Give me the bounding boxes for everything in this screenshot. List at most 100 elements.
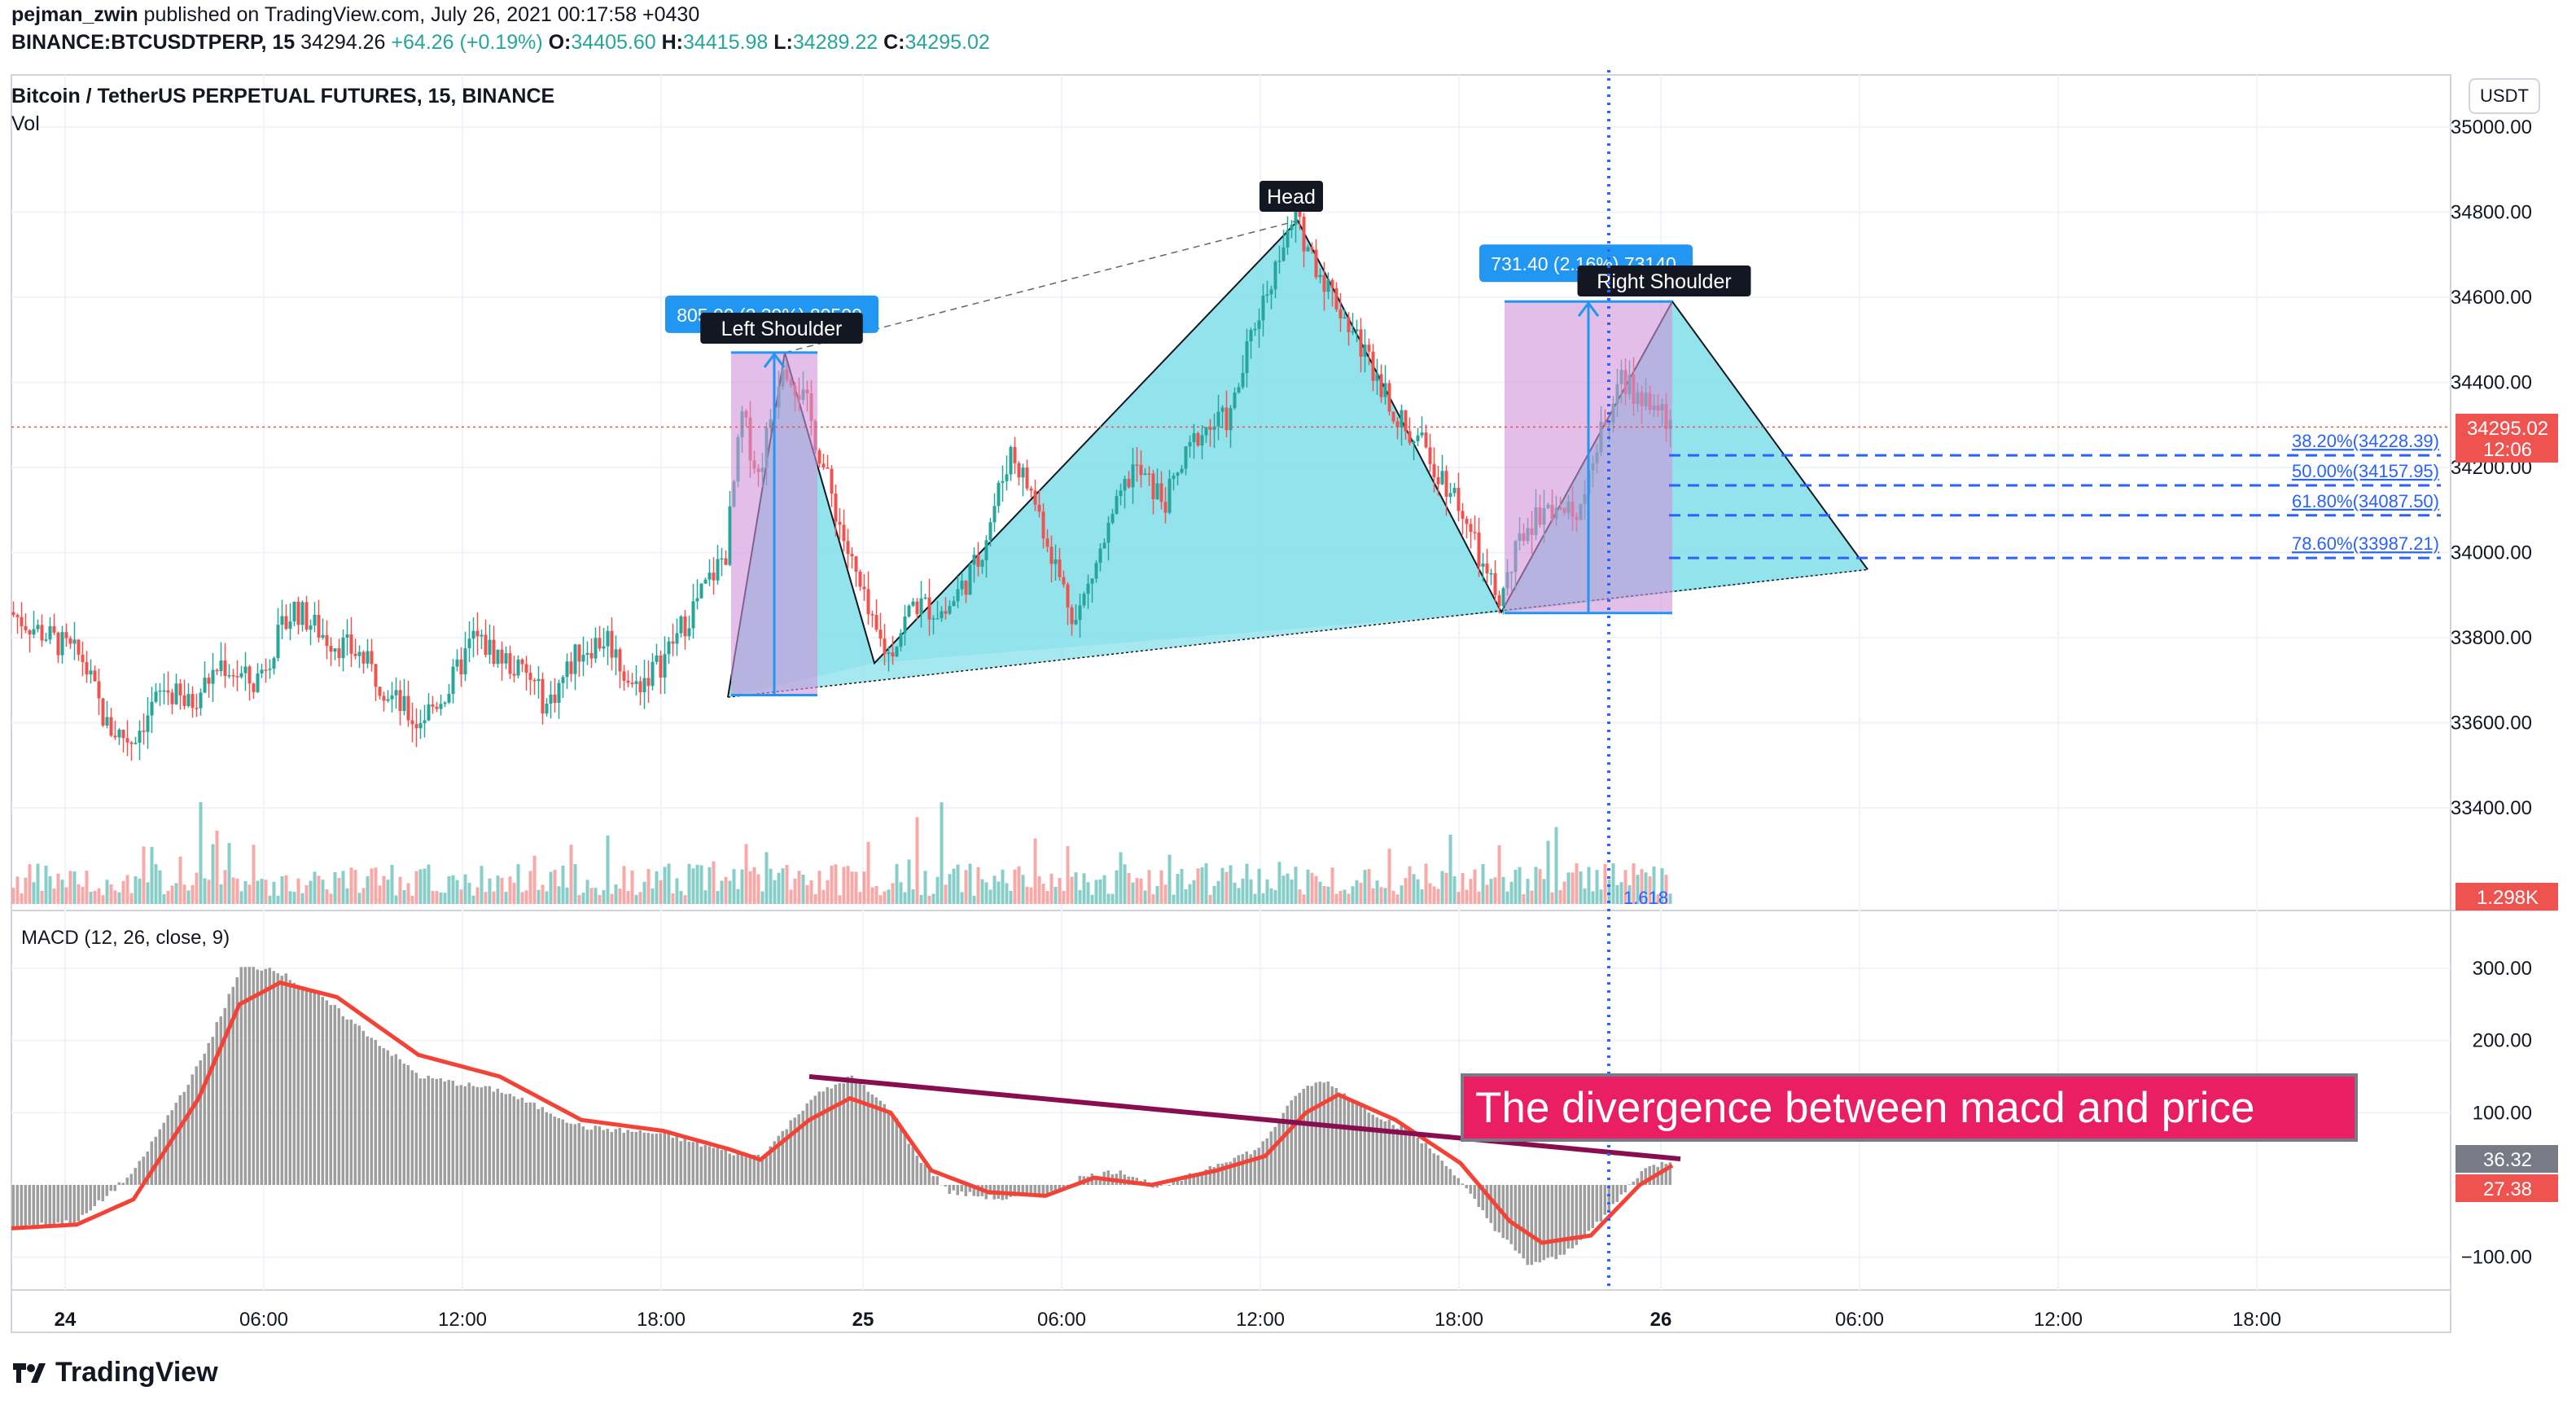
- right-shoulder-label-bg: [1577, 265, 1751, 296]
- macd-bar: [85, 1185, 88, 1213]
- volume-bar: [581, 893, 585, 904]
- volume-bar: [1233, 882, 1237, 904]
- price-tick-label: 34000.00: [2451, 542, 2532, 564]
- macd-bar: [903, 1132, 906, 1185]
- volume-bar: [1277, 862, 1281, 904]
- volume-bar: [366, 875, 370, 904]
- volume-label[interactable]: Vol: [11, 112, 40, 135]
- macd-bar: [781, 1130, 784, 1185]
- candle-body: [1501, 588, 1505, 607]
- macd-bar: [366, 1036, 369, 1185]
- macd-bar: [1025, 1185, 1028, 1194]
- candle-body: [830, 468, 834, 494]
- volume-bar: [1575, 863, 1579, 904]
- currency-button[interactable]: USDT: [2469, 78, 2540, 114]
- candle-body: [1383, 383, 1387, 397]
- macd-bar: [695, 1141, 699, 1185]
- macd-bar: [720, 1150, 723, 1185]
- candle-body: [720, 558, 724, 560]
- macd-bar: [1509, 1185, 1513, 1244]
- volume-bar: [496, 875, 500, 904]
- candle-body: [935, 618, 940, 620]
- macd-bar: [239, 967, 243, 1185]
- candle-body: [1168, 479, 1172, 513]
- candle-body: [1281, 247, 1286, 261]
- macd-bar: [1534, 1185, 1537, 1262]
- macd-bar: [484, 1086, 487, 1185]
- high-label: H:: [661, 31, 684, 54]
- candle-body: [1493, 573, 1497, 595]
- time-tick-label: 12:00: [438, 1309, 487, 1331]
- author-name[interactable]: pejman_zwin: [11, 3, 138, 26]
- macd-bar: [15, 1185, 19, 1230]
- candle-body: [370, 651, 374, 665]
- signal-badge: 27.38: [2483, 1178, 2532, 1200]
- volume-bar: [101, 895, 105, 904]
- macd-bar: [712, 1147, 715, 1185]
- volume-bar: [606, 835, 610, 904]
- macd-bar: [345, 1019, 348, 1185]
- macd-bar: [1029, 1185, 1032, 1196]
- candle-body: [602, 646, 606, 649]
- macd-bar: [724, 1149, 727, 1185]
- macd-bar: [1628, 1184, 1631, 1185]
- volume-bar: [585, 880, 589, 904]
- volume-bar: [105, 880, 109, 904]
- macd-bar: [1383, 1121, 1387, 1185]
- volume-bar: [931, 893, 935, 904]
- volume-bar: [988, 889, 992, 904]
- candle-body: [406, 695, 410, 721]
- candle-body: [378, 687, 382, 696]
- candle-body: [1363, 344, 1367, 357]
- candle-body: [1098, 548, 1102, 564]
- volume-bar: [264, 880, 268, 904]
- volume-bar: [1465, 889, 1469, 904]
- candle-body: [1058, 559, 1062, 577]
- macd-bar: [1326, 1082, 1330, 1185]
- volume-bar: [272, 881, 276, 904]
- macd-bar: [1448, 1169, 1452, 1185]
- candle-body: [268, 669, 272, 670]
- volume-bar: [1115, 870, 1119, 904]
- candle-body: [980, 559, 984, 567]
- macd-bar: [1168, 1185, 1171, 1186]
- macd-bar: [1306, 1086, 1309, 1185]
- candle-body: [1461, 511, 1465, 520]
- candle-body: [826, 467, 830, 469]
- macd-bar: [887, 1110, 890, 1185]
- candle-body: [93, 670, 97, 682]
- volume-bar: [1281, 875, 1286, 904]
- volume-bar: [492, 891, 496, 904]
- candle-body: [219, 660, 223, 672]
- chart-title[interactable]: Bitcoin / TetherUS PERPETUAL FUTURES, 15…: [11, 85, 555, 107]
- macd-bar: [129, 1174, 133, 1185]
- candle-body: [410, 720, 414, 725]
- candle-body: [1379, 374, 1383, 397]
- macd-bar: [744, 1153, 747, 1185]
- volume-bar: [1461, 873, 1465, 904]
- macd-bar: [1367, 1112, 1370, 1185]
- volume-bar: [150, 847, 154, 904]
- candle-body: [524, 664, 528, 673]
- candle-body: [1159, 483, 1163, 502]
- macd-bar: [353, 1024, 357, 1185]
- volume-bar: [1168, 854, 1172, 904]
- candle-body: [976, 555, 980, 567]
- candle-body: [480, 634, 484, 637]
- candle-body: [1436, 476, 1440, 485]
- volume-bar: [919, 894, 923, 904]
- macd-bar: [439, 1077, 442, 1185]
- volume-bar: [280, 876, 284, 904]
- volume-bar: [191, 884, 195, 904]
- candle-body: [1054, 559, 1058, 564]
- volume-bar: [52, 888, 56, 904]
- volume-bar: [1334, 893, 1338, 904]
- macd-bar: [223, 1007, 226, 1185]
- macd-label[interactable]: MACD (12, 26, close, 9): [21, 927, 230, 949]
- macd-bar: [508, 1094, 511, 1185]
- volume-bar: [134, 875, 138, 904]
- macd-bar: [504, 1094, 507, 1185]
- macd-bar: [785, 1129, 788, 1185]
- macd-bar: [667, 1133, 670, 1185]
